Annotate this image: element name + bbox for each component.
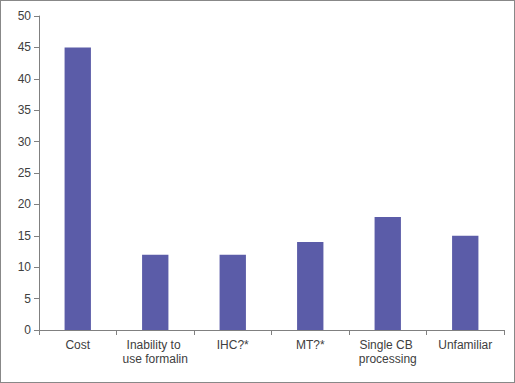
- svg-text:Cost: Cost: [65, 338, 90, 352]
- svg-text:30: 30: [18, 135, 32, 149]
- svg-text:0: 0: [24, 323, 31, 337]
- svg-text:15: 15: [18, 229, 32, 243]
- svg-text:25: 25: [18, 166, 32, 180]
- svg-text:45: 45: [18, 40, 32, 54]
- svg-text:Unfamiliar: Unfamiliar: [438, 338, 492, 352]
- svg-text:processing: processing: [359, 352, 417, 366]
- svg-text:MT?*: MT?*: [296, 338, 325, 352]
- svg-text:50: 50: [18, 9, 32, 23]
- svg-text:Single CB: Single CB: [359, 338, 416, 352]
- svg-text:use formalin: use formalin: [123, 352, 188, 366]
- svg-text:5: 5: [24, 292, 31, 306]
- svg-text:40: 40: [18, 72, 32, 86]
- svg-text:10: 10: [18, 260, 32, 274]
- svg-text:IHC?*: IHC?*: [217, 338, 249, 352]
- svg-text:35: 35: [18, 103, 32, 117]
- svg-text:Inability to: Inability to: [127, 338, 184, 352]
- svg-text:20: 20: [18, 197, 32, 211]
